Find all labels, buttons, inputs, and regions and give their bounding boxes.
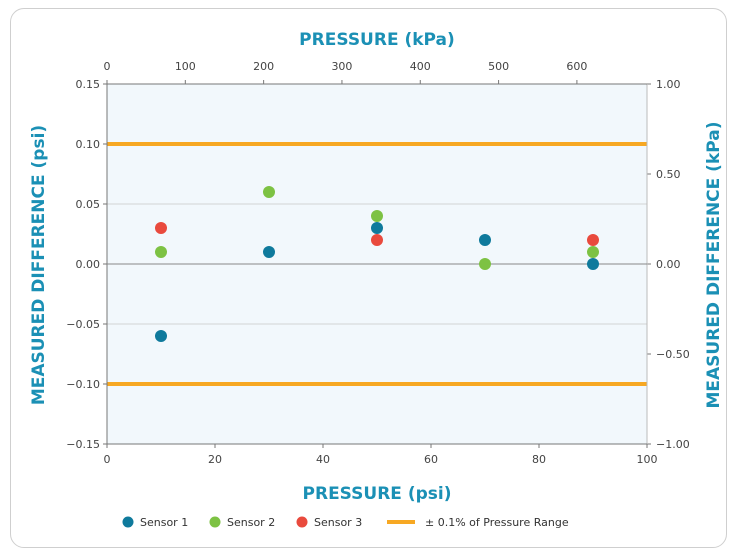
y-tick-label: −0.15 (66, 438, 100, 451)
x-tick-label: 60 (424, 453, 438, 466)
legend-marker (122, 516, 134, 528)
reference-lines (107, 142, 647, 386)
data-point-sensor-1 (371, 222, 383, 234)
x2-tick-label: 100 (175, 60, 196, 73)
y2-tick-label: 0.50 (656, 168, 681, 181)
right-axis-title: MEASURED DIFFERENCE (kPa) (704, 122, 724, 409)
x2-tick-label: 300 (331, 60, 352, 73)
legend-label: Sensor 3 (314, 516, 362, 529)
x2-tick-label: 500 (488, 60, 509, 73)
data-point-sensor-2 (371, 210, 383, 222)
y2-tick-label: 1.00 (656, 78, 681, 91)
legend-label: ± 0.1% of Pressure Range (425, 516, 569, 529)
data-point-sensor-1 (479, 234, 491, 246)
axes (103, 80, 651, 448)
tick-labels: 0.15 0.10 0.05 0.00 −0.05 −0.10 −0.15 1.00 0.50 0… (66, 60, 689, 466)
legend-label: Sensor 1 (140, 516, 188, 529)
data-point-sensor-3 (155, 222, 167, 234)
data-point-sensor-2 (479, 258, 491, 270)
data-point-sensor-3 (587, 234, 599, 246)
y-tick-label: 0.10 (76, 138, 101, 151)
y-tick-label: 0.05 (76, 198, 101, 211)
data-point-sensor-3 (371, 234, 383, 246)
x2-tick-label: 600 (566, 60, 587, 73)
y-tick-label: 0.15 (76, 78, 101, 91)
data-point-sensor-2 (263, 186, 275, 198)
x-tick-label: 40 (316, 453, 330, 466)
data-point-sensor-1 (587, 258, 599, 270)
data-points (155, 186, 599, 342)
x2-tick-label: 0 (104, 60, 111, 73)
y-tick-label: −0.10 (66, 378, 100, 391)
x2-tick-label: 200 (253, 60, 274, 73)
legend-marker (209, 516, 221, 528)
y2-tick-label: 0.00 (656, 258, 681, 271)
legend-marker (296, 516, 308, 528)
data-point-sensor-2 (155, 246, 167, 258)
y-tick-label: −0.05 (66, 318, 100, 331)
top-axis-title: PRESSURE (kPa) (299, 30, 455, 50)
bottom-axis-title: PRESSURE (psi) (303, 484, 452, 504)
x-tick-label: 20 (208, 453, 222, 466)
x-tick-label: 80 (532, 453, 546, 466)
x-tick-label: 0 (104, 453, 111, 466)
left-axis-title: MEASURED DIFFERENCE (psi) (29, 125, 49, 405)
y2-tick-label: −0.50 (656, 348, 690, 361)
x2-tick-label: 400 (410, 60, 431, 73)
y2-tick-label: −1.00 (656, 438, 690, 451)
legend-label: Sensor 2 (227, 516, 275, 529)
y-tick-label: 0.00 (76, 258, 101, 271)
x-tick-label: 100 (637, 453, 658, 466)
data-point-sensor-2 (587, 246, 599, 258)
data-point-sensor-1 (263, 246, 275, 258)
legend: Sensor 1 Sensor 2 Sensor 3 ± 0.1% of Pressu… (122, 516, 569, 529)
data-point-sensor-1 (155, 330, 167, 342)
